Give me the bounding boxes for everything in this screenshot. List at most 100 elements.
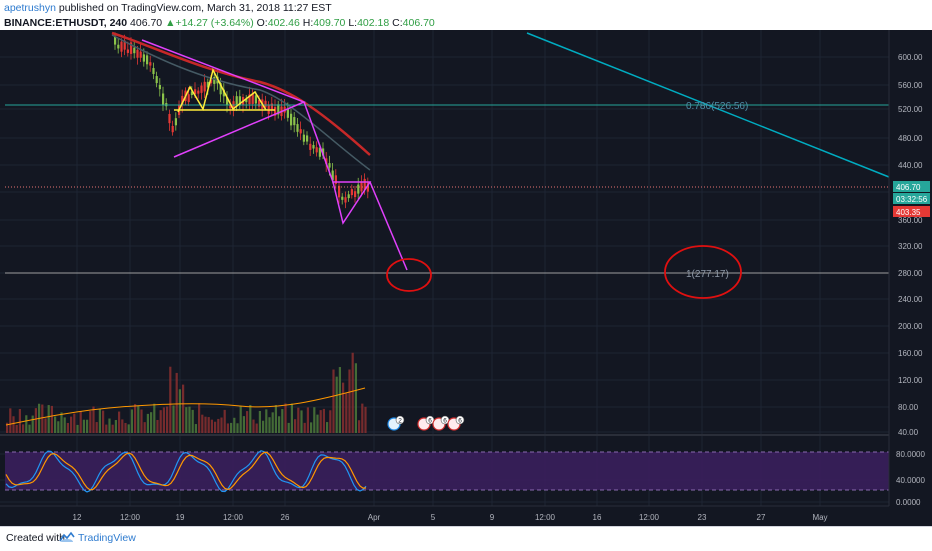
candle-body (114, 36, 117, 45)
head-shoulders-pattern[interactable] (177, 67, 267, 113)
volume-bar (175, 372, 178, 433)
time-axis-label: May (812, 513, 827, 522)
open-label: O: (256, 17, 268, 29)
volume-bar (143, 422, 146, 433)
event-badge-4[interactable]: 6 (447, 415, 465, 431)
volume-bar (134, 404, 137, 433)
current-price-tag (893, 181, 930, 192)
volume-bar (268, 417, 271, 433)
volume-bar (34, 408, 37, 433)
candle-body (274, 107, 277, 116)
descending-trend-line[interactable] (526, 32, 890, 178)
volume-bar (271, 412, 274, 433)
price-axis[interactable] (889, 30, 932, 506)
volume-bar (348, 369, 351, 433)
volume-bar (102, 410, 105, 433)
volume-bar (12, 416, 15, 433)
candle-body (155, 76, 158, 84)
candle-body (149, 62, 152, 66)
candle-body (286, 108, 289, 118)
open-value: 402.46 (267, 17, 300, 29)
time-axis-label: 12:00 (120, 513, 141, 522)
volume-bar (191, 409, 194, 433)
price-axis-label: 200.00 (898, 322, 923, 331)
event-badge-2[interactable]: 6 (417, 415, 435, 431)
event-badge-3[interactable]: 6 (432, 415, 450, 431)
volume-bar (159, 410, 162, 433)
volume-bar (18, 409, 21, 433)
volume-bar (66, 422, 69, 433)
volume-bar (246, 411, 249, 433)
volume-bar (354, 363, 357, 433)
candle-body (194, 89, 197, 95)
volume-bar (47, 405, 50, 433)
volume-bar (198, 403, 201, 433)
volume-bar (220, 417, 223, 433)
price-axis-label: 40.00 (898, 428, 919, 437)
volume-bar (306, 407, 309, 433)
volume-bar (95, 422, 98, 433)
volume-bar (60, 412, 63, 433)
candle-body (357, 184, 360, 194)
candle-body (245, 98, 248, 103)
candle-body (210, 79, 213, 84)
volume-bar (242, 416, 245, 433)
stoch-k-line (5, 450, 367, 493)
volume-bar (140, 409, 143, 433)
chart-header: apetrushyn published on TradingView.com,… (0, 0, 932, 30)
tradingview-logo-icon[interactable] (58, 531, 76, 543)
volume-bar (239, 406, 242, 433)
event-badge-1[interactable]: 2 (387, 415, 405, 431)
target-circle-right[interactable] (664, 245, 742, 299)
candle-body (139, 51, 142, 58)
volume-bar (50, 405, 53, 433)
volume-bar (156, 419, 159, 433)
time-axis-label: 12:00 (223, 513, 244, 522)
time-axis-label: 12:00 (535, 513, 556, 522)
volume-bar (265, 409, 268, 433)
target-circle-left[interactable] (386, 258, 432, 292)
volume-bar (201, 414, 204, 433)
high-label: H: (302, 17, 314, 29)
time-axis[interactable] (0, 506, 932, 526)
symbol-name[interactable]: BINANCE:ETHUSDT, 240 (4, 17, 128, 29)
candle-body (338, 185, 341, 198)
candle-body (251, 93, 254, 104)
volume-bar (70, 416, 73, 433)
price-axis-label: 160.00 (898, 349, 923, 358)
volume-bar (79, 411, 82, 433)
volume-bar (230, 422, 233, 433)
chart-pane[interactable]: 0.786(526.56) 1(277.17) 2 6 6 6 (0, 30, 932, 526)
author-link[interactable]: apetrushyn (4, 2, 56, 14)
candle-body (168, 113, 171, 124)
countdown-tag-text: 03:32:56 (896, 195, 928, 204)
low-price-tag (893, 206, 930, 217)
up-arrow-icon: ▲ (165, 17, 176, 29)
candle-body (174, 118, 177, 126)
candle-body (203, 81, 206, 92)
candle-body (197, 90, 200, 94)
volume-bar (329, 410, 332, 433)
candle-body (206, 81, 209, 88)
volume-bar (332, 369, 335, 433)
volume-bar (105, 424, 108, 433)
price-axis-label: 360.00 (898, 216, 923, 225)
volume-bar (9, 408, 12, 433)
candle-body (190, 91, 193, 96)
publish-info: apetrushyn published on TradingView.com,… (4, 2, 332, 14)
candle-body (293, 117, 296, 126)
tradingview-brand-link[interactable]: TradingView (78, 532, 136, 544)
volume-bar (178, 389, 181, 433)
volume-bar (316, 414, 319, 433)
volume-bar (118, 411, 121, 433)
price-axis-label: 440.00 (898, 161, 923, 170)
chart-canvas[interactable]: 0.786(526.56) 1(277.17) 2 6 6 6 (0, 30, 932, 526)
candle-body (248, 94, 251, 105)
symbol-info: BINANCE:ETHUSDT, 240 406.70 ▲+14.27 (+3.… (4, 17, 435, 29)
candle-body (312, 145, 315, 149)
candle-body (126, 49, 129, 53)
stoch-d-line (5, 451, 367, 491)
event-badge-count: 6 (458, 418, 462, 425)
candle-body (318, 147, 321, 157)
projection-line[interactable] (369, 181, 408, 271)
